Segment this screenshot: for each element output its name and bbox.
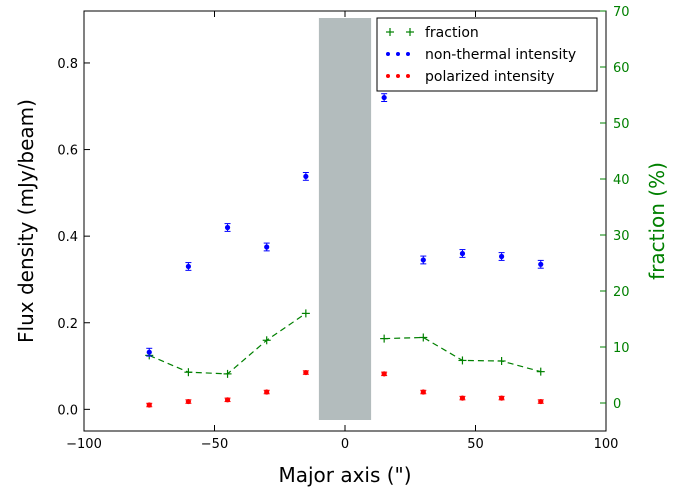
data-point	[224, 397, 231, 403]
x-tick-label: 100	[594, 437, 619, 452]
y-tick-label-right: 20	[613, 285, 630, 300]
data-point	[538, 261, 544, 267]
data-point	[303, 369, 309, 376]
ticks-layer: −100 −50 0 50 100 0.0 0.2 0.4 0.6 0.8 0 10 20 30 40 50 6…	[57, 5, 629, 452]
data-point	[459, 395, 466, 401]
fraction-point	[262, 336, 271, 345]
y-tick-label-right: 70	[613, 5, 630, 20]
masked-region	[318, 18, 372, 420]
fraction-point	[458, 356, 467, 365]
legend-entry: non-thermal intensity	[386, 47, 576, 63]
y-tick-label-right: 50	[613, 117, 630, 132]
legend-label: fraction	[425, 25, 479, 41]
data-point	[264, 244, 270, 250]
fraction-point	[184, 368, 193, 377]
legend-label: non-thermal intensity	[425, 47, 576, 63]
data-point	[420, 389, 426, 395]
x-tick-label: −50	[201, 437, 228, 452]
x-tick-label: −100	[66, 437, 102, 452]
data-point	[146, 402, 152, 408]
fraction-line	[149, 312, 307, 375]
y-axis-label-left: Flux density (mJy/beam)	[14, 99, 38, 343]
y-tick-label-right: 0	[613, 397, 621, 412]
y-tick-label-right: 60	[613, 61, 630, 76]
data-point	[538, 398, 544, 405]
data-point	[224, 224, 231, 231]
data-point	[185, 398, 191, 405]
y-axis-label-right: fraction (%)	[645, 162, 669, 280]
y-tick-label-left: 0.0	[57, 403, 78, 418]
data-point	[264, 389, 270, 395]
y-tick-label-right: 30	[613, 229, 630, 244]
fraction-point	[419, 333, 428, 342]
data-point	[499, 395, 505, 401]
fraction-point	[223, 369, 232, 378]
x-tick-label: 0	[341, 437, 349, 452]
data-point	[499, 253, 505, 260]
y-tick-label-left: 0.6	[57, 144, 78, 159]
series-non-thermal-intensity	[146, 93, 544, 357]
data-point	[459, 250, 466, 257]
data-point	[381, 371, 387, 377]
y-tick-label-left: 0.4	[57, 230, 78, 245]
series-layer	[145, 93, 545, 408]
y-tick-label-right: 10	[613, 341, 630, 356]
legend-label: polarized intensity	[425, 69, 555, 85]
data-point	[185, 263, 191, 270]
legend-dot	[406, 52, 410, 56]
data-point	[381, 94, 387, 101]
fraction-point	[301, 309, 310, 318]
legend-entry: polarized intensity	[386, 69, 555, 85]
legend-box	[376, 17, 598, 92]
x-tick-label: 50	[467, 437, 484, 452]
data-point	[146, 349, 152, 355]
y-tick-label-left: 0.2	[57, 317, 78, 332]
fraction-point	[380, 334, 389, 343]
legend-dot	[396, 52, 400, 56]
legend-dot	[406, 74, 410, 78]
y-tick-label-left: 0.8	[57, 57, 78, 72]
y-tick-label-right: 40	[613, 173, 630, 188]
series-fraction	[145, 309, 545, 378]
x-axis-label: Major axis (")	[278, 463, 411, 487]
series-polarized-intensity	[146, 369, 544, 408]
legend: fraction non-thermal intensity polarized i…	[376, 17, 598, 92]
fraction-point	[536, 367, 545, 376]
data-point	[303, 173, 309, 180]
data-point	[420, 257, 426, 263]
legend-entry: fraction	[386, 25, 479, 41]
fraction-line	[384, 336, 541, 373]
masked-region-layer	[318, 18, 372, 420]
legend-dot	[396, 74, 400, 78]
fraction-point	[497, 357, 506, 365]
legend-dot	[386, 52, 390, 56]
legend-dot	[386, 74, 390, 78]
